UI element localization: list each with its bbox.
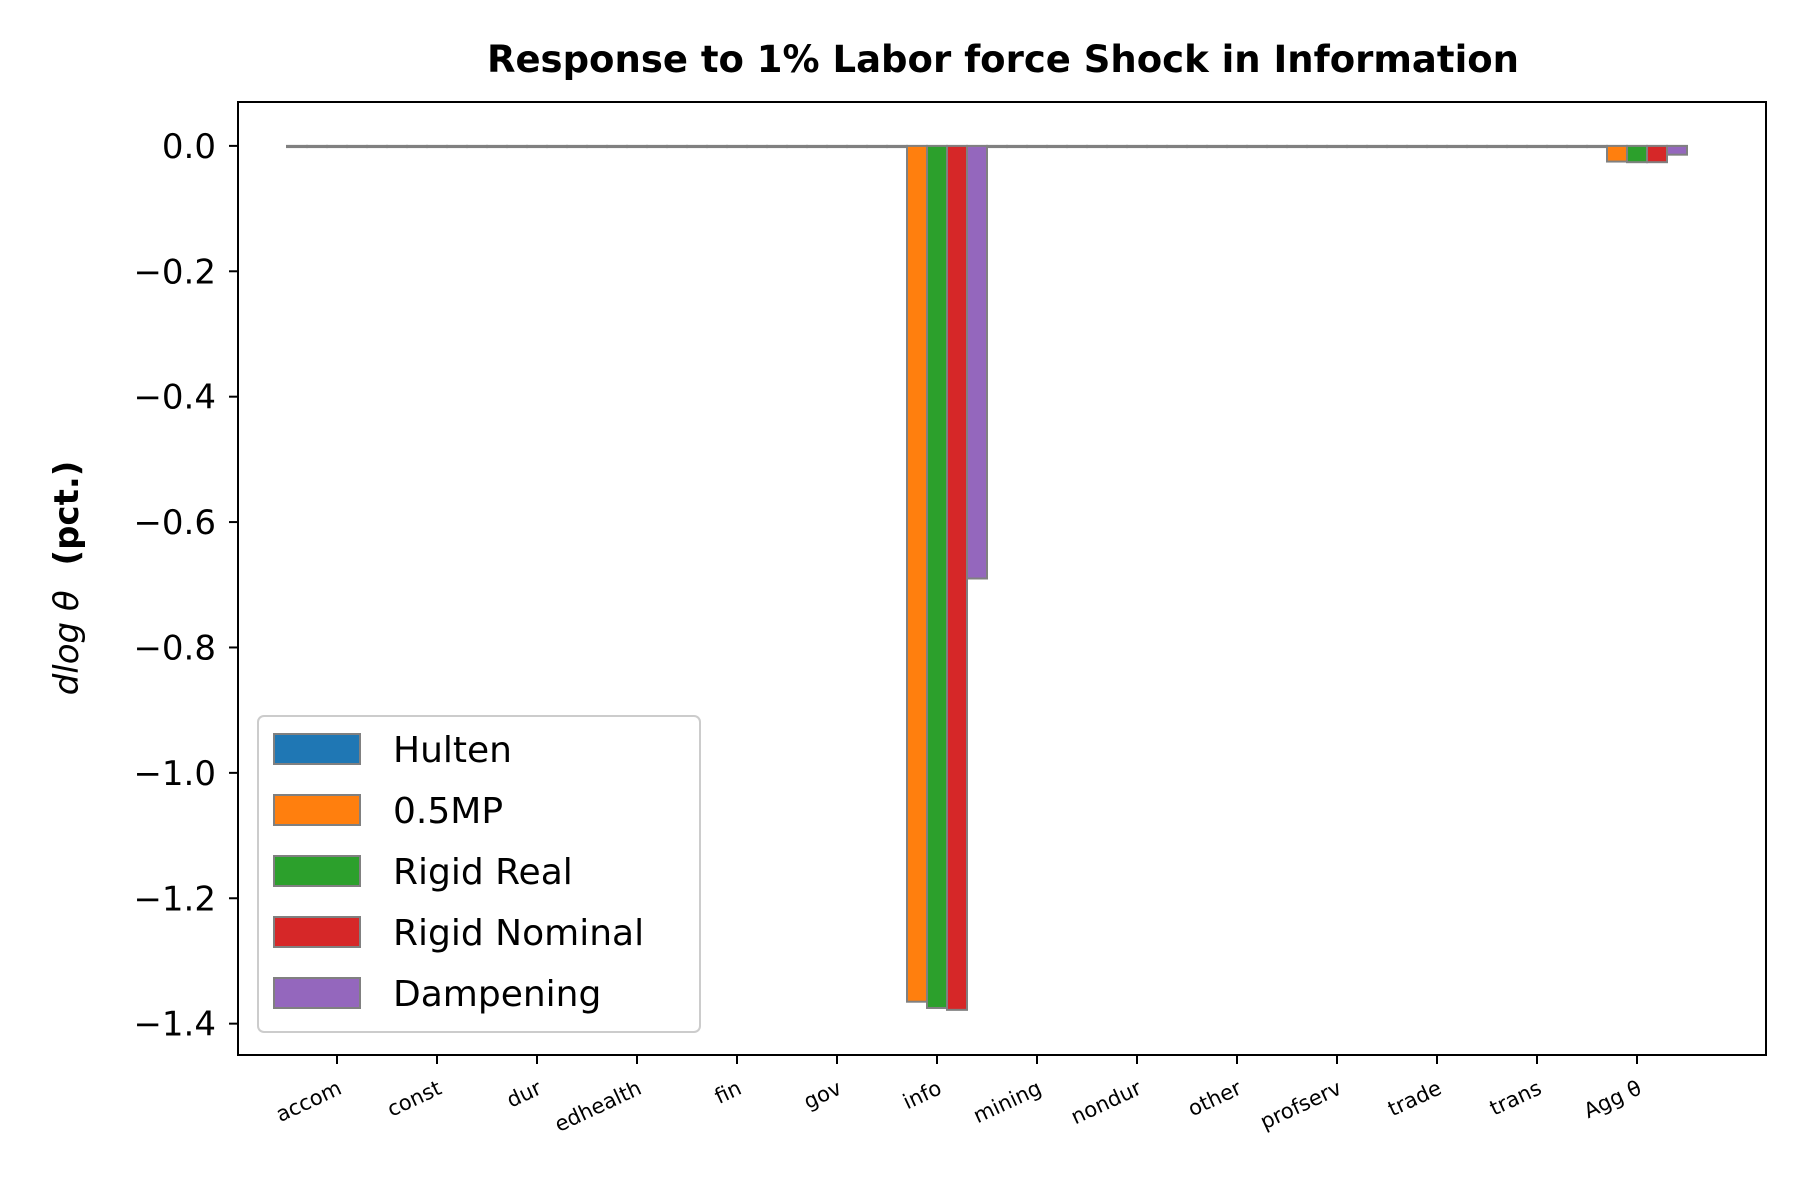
bar-rigid-nominal-2: [546, 144, 568, 149]
bar-dampening-12: [1566, 144, 1588, 149]
y-tick-label: −0.2: [133, 252, 216, 292]
bar-0-5mp-6: [906, 144, 928, 1003]
bar-0-5mp-3: [606, 144, 628, 149]
legend-box: [257, 715, 701, 1033]
bar-hulten-5: [786, 144, 808, 149]
y-tick-label: −1.0: [133, 754, 216, 794]
bar-0-5mp-0: [306, 144, 328, 149]
bar-hulten-10: [1286, 144, 1308, 149]
bar-rigid-real-10: [1326, 144, 1348, 149]
bar-0-5mp-8: [1106, 144, 1128, 149]
bar-0-5mp-1: [406, 144, 428, 149]
bar-rigid-real-4: [726, 144, 748, 149]
y-tick-label: −1.4: [133, 1005, 216, 1045]
legend-swatch: [273, 855, 361, 887]
bar-rigid-real-8: [1126, 144, 1148, 149]
bar-dampening-13: [1666, 144, 1688, 156]
bar-rigid-nominal-8: [1146, 144, 1168, 149]
legend-swatch: [273, 794, 361, 826]
bar-rigid-real-11: [1426, 144, 1448, 149]
bar-rigid-real-3: [626, 144, 648, 149]
legend: Hulten 0.5MP Rigid Real Rigid Nominal Dampen…: [257, 715, 701, 1033]
bar-dampening-6: [966, 144, 988, 580]
bar-rigid-nominal-11: [1446, 144, 1468, 149]
legend-label: Hulten: [393, 730, 512, 771]
bar-rigid-nominal-6: [946, 144, 968, 1011]
y-tick-label: −0.6: [133, 503, 216, 543]
bar-rigid-real-2: [526, 144, 548, 149]
bar-hulten-12: [1486, 144, 1508, 149]
bar-rigid-nominal-0: [346, 144, 368, 149]
y-axis-label-unit: (pct.): [47, 461, 87, 566]
bar-hulten-9: [1186, 144, 1208, 149]
bar-hulten-11: [1386, 144, 1408, 149]
bar-hulten-8: [1086, 144, 1108, 149]
bar-rigid-nominal-4: [746, 144, 768, 149]
y-tick-label: −0.8: [133, 628, 216, 668]
bar-rigid-real-9: [1226, 144, 1248, 149]
bar-hulten-2: [486, 144, 508, 149]
bar-dampening-5: [866, 144, 888, 149]
y-axis-label: dlog θ (pct.): [47, 461, 87, 696]
bar-rigid-nominal-12: [1546, 144, 1568, 149]
y-axis: 0.0 −0.2 −0.4 −0.6 −0.8 −1.0 −1.2 −1.4: [133, 127, 238, 1045]
bar-0-5mp-10: [1306, 144, 1328, 149]
bar-rigid-real-13: [1626, 144, 1648, 164]
bar-dampening-9: [1266, 144, 1288, 149]
bar-0-5mp-5: [806, 144, 828, 149]
bar-hulten-13: [1586, 144, 1608, 149]
bar-rigid-nominal-10: [1346, 144, 1368, 149]
bar-dampening-4: [766, 144, 788, 149]
bar-hulten-4: [686, 144, 708, 149]
bar-rigid-nominal-3: [646, 144, 668, 149]
bar-dampening-0: [366, 144, 388, 149]
bar-dampening-1: [466, 144, 488, 149]
bar-0-5mp-2: [506, 144, 528, 149]
bar-rigid-nominal-1: [446, 144, 468, 149]
bar-dampening-3: [666, 144, 688, 149]
y-tick-label: 0.0: [162, 127, 216, 167]
bar-dampening-7: [1066, 144, 1088, 149]
bar-hulten-1: [386, 144, 408, 149]
y-axis-label-main: dlog θ: [47, 590, 87, 695]
bar-rigid-nominal-13: [1646, 144, 1668, 164]
bar-rigid-nominal-5: [846, 144, 868, 149]
legend-label: Rigid Nominal: [393, 913, 644, 954]
bar-rigid-real-0: [326, 144, 348, 149]
bar-0-5mp-9: [1206, 144, 1228, 149]
bar-0-5mp-12: [1506, 144, 1528, 149]
bar-rigid-nominal-7: [1046, 144, 1068, 149]
bar-hulten-7: [986, 144, 1008, 149]
bar-dampening-11: [1466, 144, 1488, 149]
bar-rigid-real-7: [1026, 144, 1048, 149]
bar-0-5mp-11: [1406, 144, 1428, 149]
legend-swatch: [273, 733, 361, 765]
bar-rigid-real-1: [426, 144, 448, 149]
legend-swatch: [273, 916, 361, 948]
legend-swatch: [273, 977, 361, 1009]
bar-hulten-6: [886, 144, 908, 149]
bar-0-5mp-13: [1606, 144, 1628, 163]
legend-label: 0.5MP: [393, 791, 503, 832]
bar-dampening-2: [566, 144, 588, 149]
bar-rigid-real-5: [826, 144, 848, 149]
plot-frame: [237, 101, 1767, 1056]
bar-hulten-0: [286, 144, 308, 149]
bar-rigid-real-12: [1526, 144, 1548, 149]
y-tick-label: −1.2: [133, 879, 216, 919]
bar-hulten-3: [586, 144, 608, 149]
legend-label: Dampening: [393, 974, 601, 1015]
bar-dampening-10: [1366, 144, 1388, 149]
bar-rigid-real-6: [926, 144, 948, 1009]
bar-0-5mp-7: [1006, 144, 1028, 149]
bar-0-5mp-4: [706, 144, 728, 149]
bar-rigid-nominal-9: [1246, 144, 1268, 149]
bars-layer: [286, 144, 1688, 1011]
bar-dampening-8: [1166, 144, 1188, 149]
y-tick-label: −0.4: [133, 378, 216, 418]
chart-title: Response to 1% Labor force Shock in Info…: [487, 38, 1519, 81]
legend-label: Rigid Real: [393, 852, 573, 893]
